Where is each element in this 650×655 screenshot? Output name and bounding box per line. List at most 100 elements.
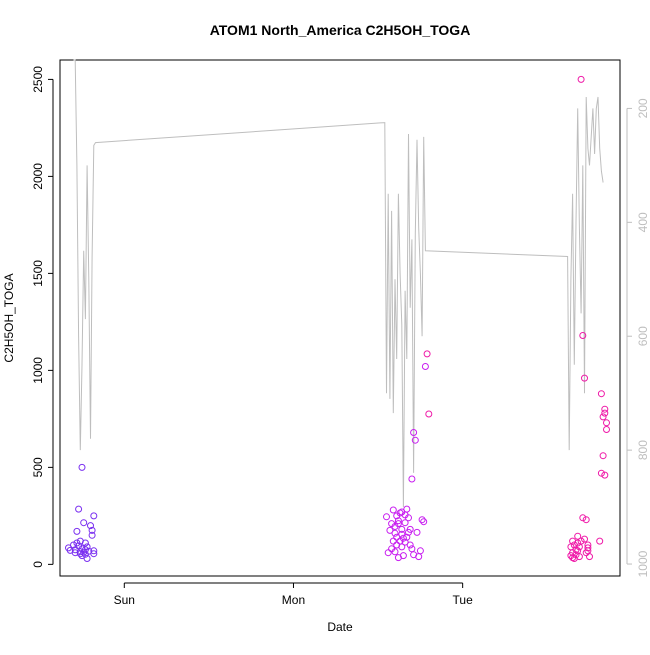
- data-point: [78, 552, 86, 560]
- data-point: [574, 539, 582, 547]
- data-point: [577, 75, 585, 83]
- data-point: [423, 350, 431, 358]
- data-point: [579, 332, 587, 339]
- x-axis-label: Date: [327, 620, 353, 634]
- y2-tick-label: 600: [636, 326, 650, 346]
- data-point: [596, 537, 604, 545]
- data-point: [575, 553, 583, 561]
- x-tick-label: Mon: [282, 593, 305, 607]
- data-point: [403, 533, 411, 541]
- data-point: [383, 513, 390, 521]
- data-point: [71, 549, 79, 557]
- data-point: [401, 511, 409, 519]
- data-point: [599, 413, 607, 421]
- plot-frame: [59, 59, 621, 577]
- data-point: [406, 541, 414, 549]
- data-point: [408, 475, 416, 483]
- data-point: [83, 543, 91, 551]
- data-point: [415, 553, 423, 561]
- data-point: [389, 506, 397, 514]
- data-point: [577, 537, 585, 545]
- y-axis: 0 500 1000 1500 2000 2500: [31, 66, 54, 568]
- data-point: [78, 463, 86, 471]
- data-point: [411, 436, 419, 444]
- data-point: [87, 522, 94, 530]
- data-point: [90, 547, 98, 555]
- data-point: [73, 527, 81, 535]
- data-point: [384, 549, 392, 557]
- x-tick-label: Sun: [114, 593, 135, 607]
- x-axis: Sun Mon Tue: [114, 582, 474, 607]
- data-point: [603, 419, 610, 427]
- data-point: [410, 429, 418, 436]
- data-point: [420, 518, 428, 526]
- y-tick-label: 2000: [31, 163, 45, 190]
- data-point: [408, 545, 416, 553]
- data-point: [406, 525, 414, 533]
- data-point: [398, 530, 406, 538]
- data-point: [81, 539, 89, 547]
- data-point: [80, 519, 88, 527]
- data-point: [601, 471, 609, 479]
- data-point: [418, 516, 426, 524]
- data-point: [83, 555, 91, 562]
- data-point: [574, 547, 582, 555]
- data-point: [599, 452, 607, 460]
- data-point: [389, 537, 397, 545]
- data-point: [88, 531, 96, 539]
- data-point: [597, 469, 605, 477]
- data-point: [399, 552, 407, 560]
- data-point: [398, 543, 406, 551]
- data-point: [399, 534, 407, 542]
- data-point: [574, 532, 582, 540]
- y-axis-label: C2H5OH_TOGA: [2, 273, 16, 362]
- x-tick-label: Tue: [453, 593, 474, 607]
- data-point: [75, 505, 83, 513]
- data-point: [398, 525, 406, 533]
- data-point: [581, 374, 588, 382]
- y-tick-label: 1500: [31, 260, 45, 287]
- data-point: [572, 551, 580, 559]
- data-point: [582, 516, 590, 524]
- points-layer: [65, 75, 610, 562]
- data-point: [403, 505, 411, 513]
- data-point: [584, 544, 592, 552]
- y2-tick-label: 800: [636, 440, 650, 460]
- data-point: [90, 550, 98, 558]
- data-point: [581, 535, 588, 543]
- y-tick-label: 2500: [31, 66, 45, 93]
- data-point: [391, 548, 399, 556]
- line-layer: [73, 59, 604, 508]
- y2-tick-label: 200: [636, 98, 650, 118]
- data-point: [90, 512, 98, 520]
- data-point: [401, 538, 409, 546]
- data-point: [421, 363, 429, 370]
- data-point: [603, 426, 610, 433]
- data-point: [401, 519, 409, 527]
- y2-tick-label: 400: [636, 212, 650, 232]
- data-point: [425, 410, 433, 418]
- data-point: [70, 541, 77, 549]
- data-point: [391, 529, 399, 537]
- secondary-y-axis: 200 400 600 800 1000: [626, 98, 650, 577]
- y2-tick-label: 1000: [636, 550, 650, 577]
- data-point: [601, 409, 609, 417]
- y-tick-label: 0: [31, 561, 45, 568]
- data-point: [597, 390, 605, 398]
- data-point: [416, 547, 424, 555]
- chart-title: ATOM1 North_America C2H5OH_TOGA: [210, 22, 471, 38]
- data-point: [393, 533, 401, 541]
- data-point: [413, 528, 421, 536]
- data-point: [394, 520, 402, 528]
- y-tick-label: 500: [31, 457, 45, 477]
- data-point: [88, 526, 96, 534]
- data-point: [394, 517, 402, 525]
- data-point: [586, 553, 593, 561]
- data-point: [386, 526, 394, 534]
- y-tick-label: 1000: [31, 357, 45, 384]
- data-point: [579, 514, 587, 522]
- pressure-line: [73, 59, 604, 508]
- data-point: [76, 550, 84, 558]
